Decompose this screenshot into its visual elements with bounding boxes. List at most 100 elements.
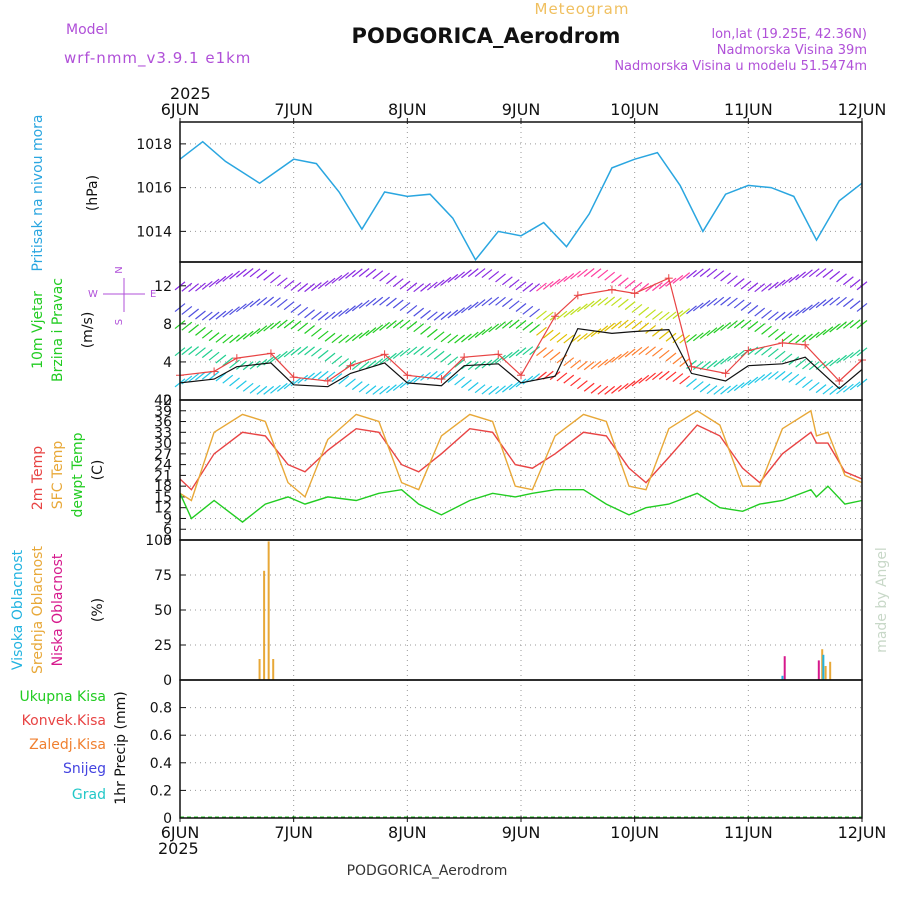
wind-barb xyxy=(188,346,200,356)
wind-barb xyxy=(788,309,800,319)
wind-barb xyxy=(754,283,766,293)
wind-barb xyxy=(351,268,363,278)
wind-barb xyxy=(733,382,745,392)
wind-barb xyxy=(631,281,643,291)
wind-barb xyxy=(488,323,500,333)
wind-barb xyxy=(836,296,847,306)
wind-barb xyxy=(617,382,629,392)
wind-barb xyxy=(822,326,834,336)
wind-barb xyxy=(522,321,534,331)
day-label-top: 9JUN xyxy=(502,100,541,119)
wind-barb xyxy=(692,268,704,278)
wind-barb xyxy=(849,279,861,288)
wind-barb xyxy=(815,299,827,309)
wind-barb xyxy=(304,309,315,319)
wind-barb xyxy=(406,376,418,386)
y-tick-label: 27 xyxy=(154,447,172,463)
wind-barb xyxy=(420,309,431,319)
wind-barb xyxy=(699,329,711,339)
wind-barb xyxy=(283,348,295,358)
wind-barb xyxy=(365,297,377,307)
cloud-bar xyxy=(817,660,820,680)
wind-barb xyxy=(461,379,472,389)
wind-barb xyxy=(501,276,513,286)
wind-barb xyxy=(379,296,390,306)
wind-barb xyxy=(536,310,547,320)
wind-barb xyxy=(379,321,390,331)
wind-barb xyxy=(474,384,486,394)
wind-barb xyxy=(590,384,602,394)
day-label-bottom: 12JUN xyxy=(838,823,887,842)
day-label-top: 12JUN xyxy=(838,100,887,119)
wind-barb xyxy=(706,360,718,370)
wind-barb xyxy=(304,283,315,293)
wind-barb xyxy=(256,325,268,335)
wind-barb xyxy=(570,270,581,280)
wind-barb xyxy=(699,268,711,277)
y-tick-label: 12 xyxy=(154,279,172,295)
wind-barb xyxy=(617,277,629,287)
wind-barb xyxy=(747,282,759,292)
wind-barb xyxy=(263,296,275,306)
panel-frame xyxy=(179,679,863,819)
wind-barb xyxy=(672,274,684,284)
wind-barb xyxy=(474,329,486,338)
day-label-top: 11JUN xyxy=(724,100,773,119)
year-top: 2025 xyxy=(170,84,211,103)
pressure-unit: (hPa) xyxy=(85,175,101,211)
y-tick-label: 1018 xyxy=(136,137,172,153)
wind-barb xyxy=(658,349,670,359)
wind-barb xyxy=(617,350,629,360)
wind-barb xyxy=(836,385,847,395)
coords-text: lon,lat (19.25E, 42.36N) xyxy=(711,27,867,42)
wind-barb xyxy=(413,346,425,355)
wind-barb xyxy=(767,370,779,380)
wind-barb xyxy=(242,382,254,392)
wind-barb xyxy=(311,282,322,292)
wind-barb xyxy=(597,358,609,368)
wind-barb xyxy=(413,307,425,317)
wind-barb xyxy=(802,333,813,343)
wind-barb xyxy=(645,346,656,356)
y-tick-label: 0 xyxy=(163,393,172,409)
wind-barb xyxy=(604,356,616,366)
wind-barb xyxy=(481,297,493,307)
day-label-top: 7JUN xyxy=(274,100,313,119)
wind-barb xyxy=(665,277,677,287)
wind-barb xyxy=(263,385,275,395)
wind-barb xyxy=(692,381,704,391)
wind-barb xyxy=(624,348,636,358)
wind-barb xyxy=(795,376,806,386)
wind-barb xyxy=(686,269,697,279)
wind-barb xyxy=(577,268,588,278)
wind-barb xyxy=(679,358,691,367)
y-tick-label: 0.8 xyxy=(150,701,172,717)
wind-barb xyxy=(208,311,220,321)
wind-barb xyxy=(720,321,731,331)
wind-barb xyxy=(802,379,813,389)
wind-barb xyxy=(283,319,295,329)
wind-barb xyxy=(338,272,350,282)
wind-barb xyxy=(304,325,315,334)
precip-legend-convective: Konvek.Kisa xyxy=(22,713,106,729)
wind-barb xyxy=(652,347,663,357)
wind-barb xyxy=(297,306,309,316)
wind-barb xyxy=(358,299,370,309)
wind-barb xyxy=(338,375,350,385)
wind-barb xyxy=(365,327,377,337)
wind-barb xyxy=(645,372,656,382)
wind-barb xyxy=(324,277,336,287)
wind-barb xyxy=(733,350,745,360)
cloud-name3: Niska Oblacnost xyxy=(50,553,66,666)
wind-barb xyxy=(229,359,240,369)
wind-barb xyxy=(829,270,841,280)
wind-barb xyxy=(570,306,581,316)
wind-barb xyxy=(652,310,663,320)
wind-barb xyxy=(761,282,772,292)
wind-barb xyxy=(345,269,356,279)
wind-barb xyxy=(727,275,738,285)
wind-barb xyxy=(542,329,554,339)
y-tick-label: 75 xyxy=(154,568,172,584)
wind-barb xyxy=(495,385,506,395)
wind-barb xyxy=(611,297,622,307)
